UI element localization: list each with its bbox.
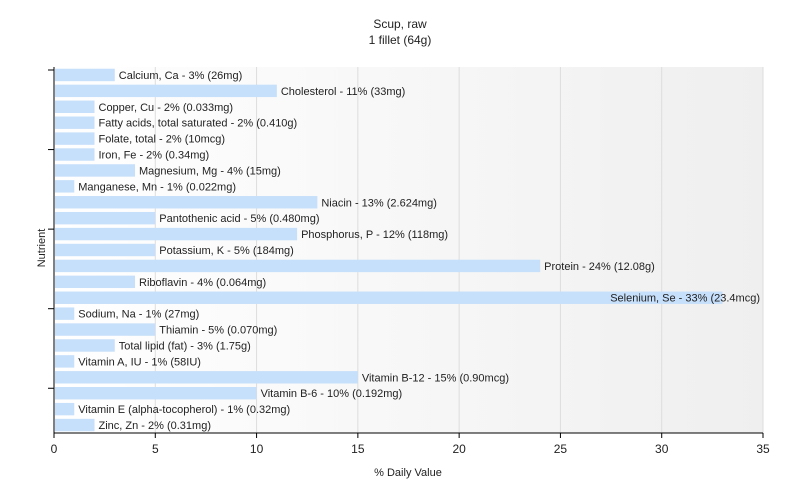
bar-label: Total lipid (fat) - 3% (1.75g) — [119, 340, 251, 352]
bar — [55, 371, 358, 384]
bar-label: Protein - 24% (12.08g) — [544, 261, 655, 273]
bar — [55, 132, 95, 145]
bar-label: Copper, Cu - 2% (0.033mg) — [99, 102, 234, 114]
bar — [55, 84, 277, 98]
bar — [55, 339, 115, 352]
bar — [55, 148, 95, 161]
bar-label: Cholesterol - 11% (33mg) — [281, 86, 406, 98]
x-tick-label: 0 — [51, 442, 58, 456]
x-tick-label: 20 — [452, 442, 466, 456]
bar-label: Fatty acids, total saturated - 2% (0.410… — [99, 118, 298, 130]
y-axis-title: Nutrient — [36, 229, 48, 268]
bar — [55, 243, 156, 257]
bar-label: Vitamin B-12 - 15% (0.90mcg) — [362, 372, 509, 384]
bar-label: Vitamin A, IU - 1% (58IU) — [78, 356, 201, 368]
bar — [55, 418, 95, 432]
bar-label: Sodium, Na - 1% (27mg) — [78, 309, 199, 321]
bar-label: Pantothenic acid - 5% (0.480mg) — [159, 213, 319, 225]
bar — [55, 180, 75, 193]
x-tick-label: 15 — [351, 442, 365, 456]
bar — [55, 68, 115, 82]
bar — [55, 164, 136, 177]
axes: 0 5 10 15 20 25 30 35 — [48, 67, 770, 456]
bar — [55, 211, 156, 225]
x-tick-label: 25 — [554, 442, 568, 456]
x-tick-label: 10 — [250, 442, 264, 456]
chart-subtitle: 1 fillet (64g) — [369, 33, 432, 47]
bar-label: Potassium, K - 5% (184mg) — [159, 245, 293, 257]
chart-title: Scup, raw — [373, 17, 427, 31]
bar — [55, 355, 75, 368]
bar-label: Zinc, Zn - 2% (0.31mg) — [99, 420, 211, 432]
bar-label: Niacin - 13% (2.624mg) — [321, 197, 437, 209]
bar — [55, 307, 75, 320]
x-tick-label: 5 — [152, 442, 159, 456]
bar — [55, 259, 541, 273]
bar-label: Manganese, Mn - 1% (0.022mg) — [78, 181, 236, 193]
bar-label: Calcium, Ca - 3% (26mg) — [119, 70, 242, 82]
bar-label: Phosphorus, P - 12% (118mg) — [301, 229, 448, 241]
bar — [55, 100, 95, 113]
bar — [55, 291, 723, 304]
gridlines — [154, 67, 764, 433]
bar — [55, 196, 318, 209]
bar — [55, 116, 95, 129]
bar — [55, 275, 136, 289]
bar-label: Riboflavin - 4% (0.064mg) — [139, 277, 266, 289]
bar — [55, 402, 75, 416]
bar-label: Folate, total - 2% (10mcg) — [99, 134, 226, 146]
bars: Calcium, Ca - 3% (26mg) Cholesterol - 11%… — [55, 68, 760, 432]
bar-label: Vitamin B-6 - 10% (0.192mg) — [261, 388, 403, 400]
bar — [55, 323, 156, 336]
bar-label: Selenium, Se - 33% (23.4mcg) — [610, 293, 760, 305]
bar — [55, 227, 298, 241]
x-tick-label: 30 — [655, 442, 669, 456]
bar-label: Iron, Fe - 2% (0.34mg) — [99, 150, 210, 162]
bar-label: Magnesium, Mg - 4% (15mg) — [139, 165, 281, 177]
bar-label: Thiamin - 5% (0.070mg) — [159, 325, 277, 337]
bar-label: Vitamin E (alpha-tocopherol) - 1% (0.32m… — [78, 404, 290, 416]
x-tick-label: 35 — [756, 442, 770, 456]
x-axis-title: % Daily Value — [374, 467, 442, 479]
bar — [55, 387, 257, 400]
